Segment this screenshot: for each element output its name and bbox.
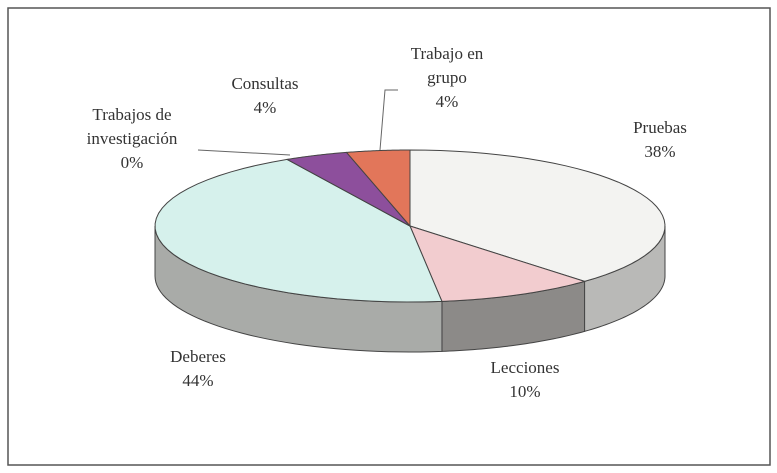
value-label: 44%	[182, 371, 214, 390]
value-label: 4%	[253, 98, 277, 117]
category-label: Trabajo en grupo	[410, 44, 484, 87]
leader-line	[197, 149, 291, 156]
slice-label: Trabajo en grupo 4%	[392, 42, 502, 114]
slice-label: Consultas 4%	[215, 72, 315, 120]
pie	[154, 149, 666, 353]
value-label: 0%	[120, 153, 144, 172]
category-label: Trabajos de investigación	[86, 105, 178, 148]
category-label: Deberes	[170, 347, 226, 366]
category-label: Pruebas	[633, 118, 687, 137]
leader-line	[379, 89, 398, 151]
slice	[285, 151, 411, 227]
value-label: 4%	[435, 92, 459, 111]
value-label: 10%	[509, 382, 541, 401]
slice	[409, 149, 666, 282]
slice-label: Pruebas 38%	[605, 116, 715, 164]
slice-label: Lecciones 10%	[470, 356, 580, 404]
slice-label: Trabajos de investigación 0%	[62, 103, 202, 175]
category-label: Consultas	[231, 74, 299, 93]
slice	[409, 225, 587, 302]
category-label: Lecciones	[490, 358, 560, 377]
slice	[345, 149, 411, 228]
slice-label: Deberes 44%	[143, 345, 253, 393]
slice	[154, 158, 443, 303]
value-label: 38%	[644, 142, 676, 161]
